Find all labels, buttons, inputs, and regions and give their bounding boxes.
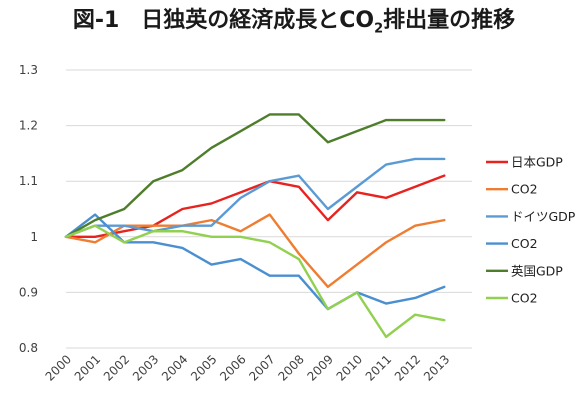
series-line-5 [64,224,446,339]
x-tick-label: 2013 [421,352,452,383]
x-tick-label: 2011 [363,352,394,383]
series-line-3 [64,213,446,311]
x-tick-label: 2006 [217,352,248,383]
series-lines [64,113,446,339]
x-tick-label: 2007 [246,352,277,383]
chart-title: 図-1 日独英の経済成長とCO2排出量の推移 [0,2,588,36]
gridlines [66,69,472,349]
x-axis-tick-labels: 2000200120022003200420052006200720082009… [43,352,453,383]
chart-title-main: 図-1 日独英の経済成長とCO [72,8,375,33]
y-tick-label: 1.2 [19,119,38,133]
x-tick-label: 2001 [72,352,103,383]
chart-title-tail: 排出量の推移 [383,8,516,33]
y-tick-label: 1.3 [19,63,38,77]
legend-box [480,148,584,308]
y-tick-label: 1.1 [19,174,38,188]
y-tick-label: 0.9 [19,285,38,299]
legend: 日本GDP CO2 ドイツGDP CO2 英国GDP CO2 [480,148,584,308]
legend-label-0: 日本GDP [511,155,563,170]
x-tick-label: 2009 [305,352,336,383]
x-tick-label: 2010 [334,352,365,383]
legend-label-4: 英国GDP [511,263,563,278]
x-tick-label: 2012 [392,352,423,383]
chart-title-subscript: 2 [374,21,384,37]
x-tick-label: 2000 [43,352,74,383]
series-line-4 [64,113,446,239]
x-tick-label: 2003 [130,352,161,383]
x-tick-label: 2004 [159,352,190,383]
series-line-0 [64,174,446,239]
y-axis-tick-labels: 0.8 0.9 1 1.1 1.2 1.3 [19,63,38,355]
y-tick-label: 1 [30,230,38,244]
legend-label-2: ドイツGDP [511,209,576,224]
x-tick-label: 2005 [188,352,219,383]
legend-label-5: CO2 [511,291,538,306]
series-line-2 [64,157,446,239]
y-tick-label: 0.8 [19,341,38,355]
legend-label-1: CO2 [511,182,538,197]
legend-label-3: CO2 [511,236,538,251]
x-tick-label: 2002 [101,352,132,383]
x-tick-label: 2008 [275,352,306,383]
